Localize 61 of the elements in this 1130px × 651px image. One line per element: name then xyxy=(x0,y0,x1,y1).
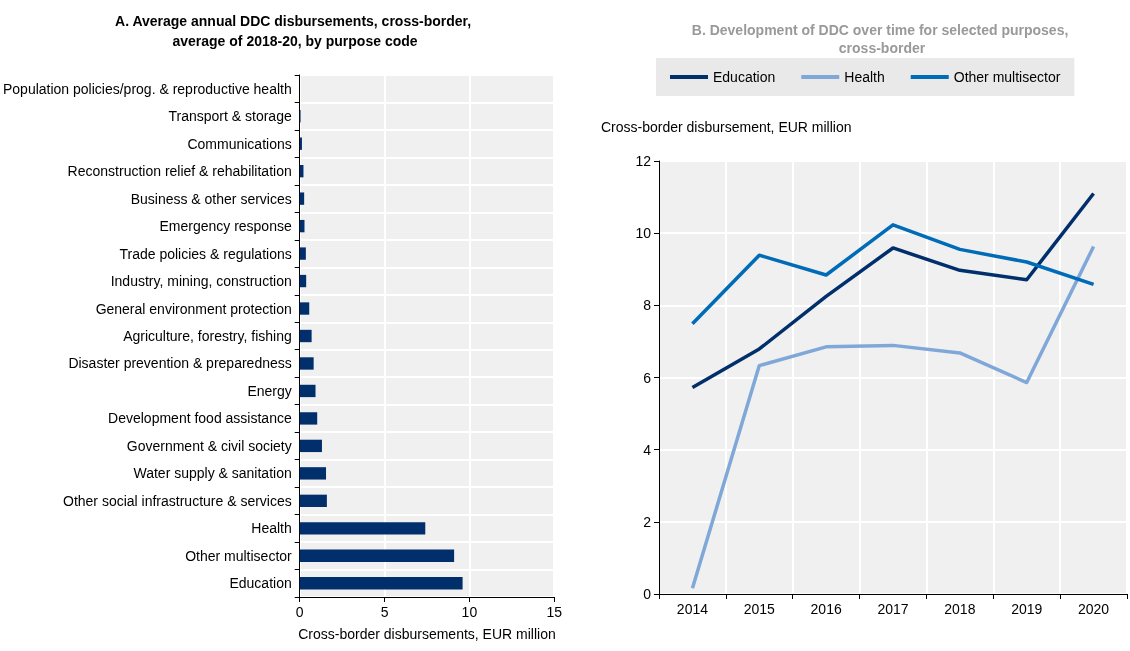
y-tick-label: 10 xyxy=(635,225,652,242)
x-tick-label: 2015 xyxy=(743,601,776,617)
y-tick-label: Trade policies & regulations xyxy=(119,245,292,262)
x-tick-label: 15 xyxy=(546,604,563,620)
y-tick-label: Reconstruction relief & rehabilitation xyxy=(67,163,292,180)
x-axis-title: Cross-border disbursements, EUR million xyxy=(298,626,556,642)
x-tick-label: 2018 xyxy=(944,601,976,617)
x-tick-label: 0 xyxy=(295,604,304,620)
y-tick-label: Emergency response xyxy=(159,218,292,235)
y-tick-label: Education xyxy=(229,575,292,592)
y-tick-label: Disaster prevention & preparedness xyxy=(68,355,292,372)
legend-label: Health xyxy=(844,69,885,85)
bar xyxy=(299,274,307,288)
bar xyxy=(299,549,455,562)
y-tick-label: Government & civil society xyxy=(126,437,292,454)
y-tick-label: 0 xyxy=(643,586,652,602)
bar xyxy=(299,302,310,315)
y-tick-label: Communications xyxy=(187,135,292,152)
bar xyxy=(299,247,306,260)
y-tick-label: Health xyxy=(251,520,292,537)
bar xyxy=(299,577,463,590)
y-tick-label: Water supply & sanitation xyxy=(133,465,292,482)
bar xyxy=(299,439,322,453)
line-series xyxy=(690,191,1096,390)
x-tick-label: 5 xyxy=(380,604,389,620)
y-tick-label: 6 xyxy=(643,369,652,386)
x-tick-label: 2019 xyxy=(1011,601,1043,617)
x-tick-label: 2014 xyxy=(676,601,709,617)
y-tick-label: Agriculture, forestry, fishing xyxy=(123,328,292,344)
y-tick-label: General environment protection xyxy=(95,300,292,317)
y-tick-label: Business & other services xyxy=(130,190,292,207)
y-tick-label: 12 xyxy=(635,153,652,169)
y-tick-label: 8 xyxy=(643,297,652,314)
bar xyxy=(299,329,312,343)
y-tick-label: 4 xyxy=(643,441,652,458)
y-tick-label: Industry, mining, construction xyxy=(110,273,292,290)
y-tick-label: Other social infrastructure & services xyxy=(62,492,292,509)
legend-label: Education xyxy=(713,69,776,85)
x-tick-label: 2016 xyxy=(810,601,842,617)
bar xyxy=(299,192,305,205)
x-tick-label: 2017 xyxy=(877,601,909,617)
bar xyxy=(299,357,314,370)
y-tick-label: Other multisector xyxy=(185,547,293,564)
y-tick-label: 2 xyxy=(643,513,652,530)
bar xyxy=(299,494,327,508)
bar xyxy=(299,467,327,480)
x-tick-label: 2020 xyxy=(1077,601,1110,617)
y-tick-label: Transport & storage xyxy=(168,108,292,125)
line-series xyxy=(690,244,1096,590)
chart-title: A. Average annual DDC disbursements, cross-border, average of 2018-20, by purpose code xyxy=(115,13,475,49)
y-tick-label: Energy xyxy=(247,382,292,399)
x-tick-label: 10 xyxy=(461,604,478,620)
bar xyxy=(299,412,318,425)
y-tick-label: Development food assistance xyxy=(108,410,292,427)
line-series xyxy=(690,223,1096,326)
legend-label: Other multisector xyxy=(953,69,1061,85)
y-axis-title: Cross-border disbursement, EUR million xyxy=(601,119,852,135)
bar xyxy=(299,384,316,398)
chart-title: B. Development of DDC over time for selected purposes, cross-border xyxy=(691,22,1073,56)
y-tick-label: Population policies/prog. & reproductive health xyxy=(2,80,292,97)
bar xyxy=(299,522,426,535)
